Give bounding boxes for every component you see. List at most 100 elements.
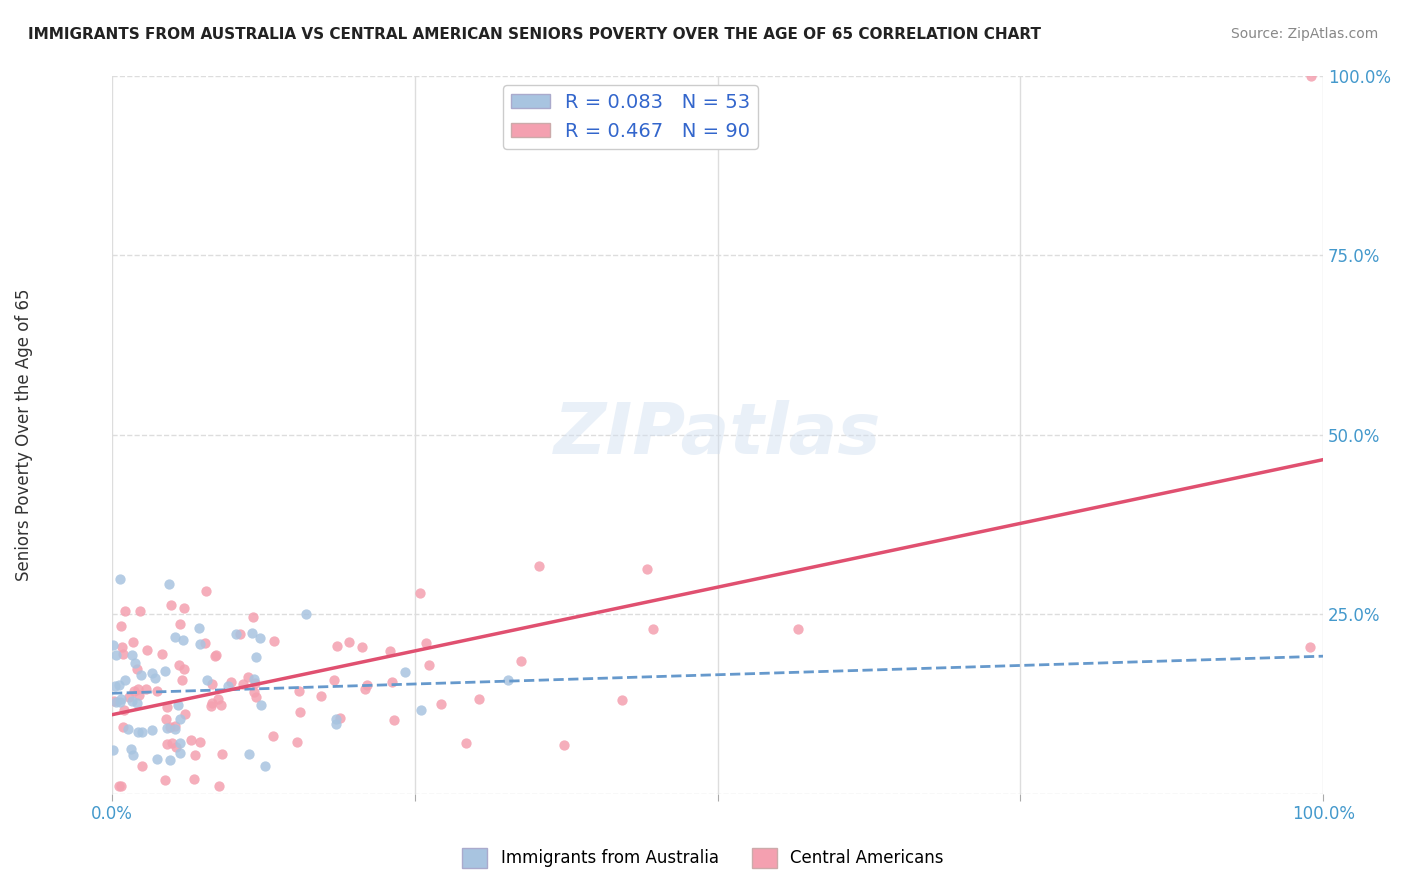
- Point: [468, 692, 491, 706]
- Point: [201, 696, 224, 710]
- Text: ZIPatlas: ZIPatlas: [554, 401, 882, 469]
- Point: [194, 636, 217, 650]
- Point: [104, 679, 127, 693]
- Point: [157, 577, 180, 591]
- Point: [409, 586, 432, 600]
- Text: Source: ZipAtlas.com: Source: ZipAtlas.com: [1230, 27, 1378, 41]
- Point: [204, 648, 226, 663]
- Point: [329, 711, 352, 725]
- Point: [117, 690, 139, 705]
- Point: [110, 619, 132, 633]
- Point: [127, 681, 149, 696]
- Point: [454, 736, 477, 750]
- Point: [128, 688, 150, 702]
- Point: [165, 722, 187, 736]
- Point: [394, 665, 416, 679]
- Point: [110, 692, 132, 706]
- Point: [245, 690, 267, 705]
- Point: [174, 706, 197, 721]
- Point: [173, 662, 195, 676]
- Point: [253, 759, 276, 773]
- Point: [114, 673, 136, 688]
- Point: [378, 643, 401, 657]
- Point: [103, 638, 125, 652]
- Point: [180, 733, 202, 747]
- Point: [1299, 640, 1322, 654]
- Point: [117, 722, 139, 736]
- Point: [243, 685, 266, 699]
- Point: [350, 640, 373, 654]
- Y-axis label: Seniors Poverty Over the Age of 65: Seniors Poverty Over the Age of 65: [15, 288, 32, 581]
- Point: [150, 647, 173, 661]
- Point: [156, 721, 179, 735]
- Point: [159, 720, 181, 734]
- Point: [169, 616, 191, 631]
- Point: [169, 712, 191, 726]
- Point: [110, 780, 132, 794]
- Point: [121, 635, 143, 649]
- Point: [612, 693, 634, 707]
- Point: [169, 736, 191, 750]
- Point: [160, 735, 183, 749]
- Point: [103, 743, 125, 757]
- Point: [114, 604, 136, 618]
- Point: [353, 681, 375, 696]
- Point: [169, 746, 191, 760]
- Point: [143, 671, 166, 685]
- Point: [112, 703, 135, 717]
- Point: [356, 678, 378, 692]
- Point: [240, 626, 263, 640]
- Point: [159, 753, 181, 767]
- Point: [122, 684, 145, 698]
- Point: [243, 672, 266, 686]
- Point: [250, 698, 273, 712]
- Point: [242, 610, 264, 624]
- Point: [641, 622, 664, 636]
- Point: [236, 670, 259, 684]
- Point: [184, 747, 207, 762]
- Point: [121, 693, 143, 707]
- Point: [211, 747, 233, 761]
- Point: [245, 650, 267, 665]
- Point: [104, 695, 127, 709]
- Point: [496, 673, 519, 687]
- Point: [153, 664, 176, 678]
- Point: [167, 698, 190, 713]
- Point: [170, 673, 193, 688]
- Point: [285, 734, 308, 748]
- Point: [129, 668, 152, 682]
- Point: [146, 752, 169, 766]
- Point: [323, 673, 346, 687]
- Point: [382, 713, 405, 727]
- Point: [105, 648, 128, 663]
- Point: [430, 697, 453, 711]
- Point: [108, 677, 131, 691]
- Point: [325, 716, 347, 731]
- Point: [208, 780, 231, 794]
- Point: [156, 737, 179, 751]
- Point: [120, 741, 142, 756]
- Point: [125, 696, 148, 710]
- Point: [146, 684, 169, 698]
- Legend: Immigrants from Australia, Central Americans: Immigrants from Australia, Central Ameri…: [456, 841, 950, 875]
- Point: [411, 703, 433, 717]
- Point: [127, 725, 149, 739]
- Text: IMMIGRANTS FROM AUSTRALIA VS CENTRAL AMERICAN SENIORS POVERTY OVER THE AGE OF 65: IMMIGRANTS FROM AUSTRALIA VS CENTRAL AME…: [28, 27, 1040, 42]
- Point: [221, 675, 243, 690]
- Point: [110, 572, 132, 586]
- Point: [325, 713, 347, 727]
- Point: [339, 634, 361, 648]
- Point: [127, 662, 149, 676]
- Point: [325, 639, 347, 653]
- Point: [245, 676, 267, 690]
- Point: [135, 682, 157, 697]
- Point: [232, 677, 254, 691]
- Point: [112, 648, 135, 662]
- Point: [163, 630, 186, 644]
- Point: [207, 692, 229, 706]
- Point: [163, 719, 186, 733]
- Point: [195, 584, 218, 599]
- Point: [131, 759, 153, 773]
- Point: [636, 562, 658, 576]
- Point: [141, 723, 163, 737]
